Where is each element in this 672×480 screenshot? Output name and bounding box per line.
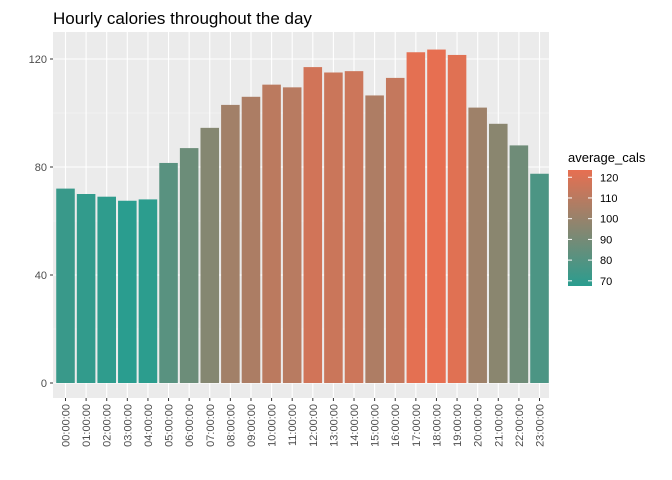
legend-label: 90	[600, 234, 612, 246]
bar	[303, 67, 323, 383]
x-tick-label: 18:00:00	[431, 404, 443, 447]
y-axis: 0 40 80 120	[29, 54, 53, 390]
bar	[468, 107, 487, 383]
bar	[282, 87, 302, 383]
bar	[406, 52, 426, 383]
x-tick-label: 11:00:00	[287, 404, 299, 446]
chart-title: Hourly calories throughout the day	[53, 9, 312, 28]
bar	[221, 104, 240, 384]
x-tick-label: 04:00:00	[143, 404, 155, 447]
legend-label: 120	[600, 172, 618, 184]
x-tick-label: 08:00:00	[225, 404, 237, 447]
bar	[118, 200, 137, 383]
bars	[56, 49, 549, 384]
x-tick-label: 13:00:00	[328, 404, 340, 447]
y-tick-label: 120	[29, 54, 47, 66]
legend: average_cals 120 110 100 90 80 70	[568, 150, 646, 288]
x-tick-label: 05:00:00	[164, 404, 176, 447]
bar	[427, 49, 446, 384]
x-tick-label: 02:00:00	[102, 404, 114, 447]
y-tick-label: 40	[35, 270, 47, 282]
legend-colorbar	[568, 170, 592, 286]
y-tick-label: 80	[35, 162, 47, 174]
legend-ticks: 120 110 100 90 80 70	[568, 172, 618, 288]
x-tick-label: 21:00:00	[493, 404, 505, 447]
legend-label: 70	[600, 276, 612, 288]
bar	[159, 162, 178, 383]
x-tick-label: 20:00:00	[473, 404, 485, 447]
bar	[344, 71, 364, 384]
legend-label: 100	[600, 214, 618, 226]
bar	[138, 199, 158, 383]
legend-label: 80	[600, 255, 612, 267]
x-tick-label: 22:00:00	[514, 404, 526, 447]
x-tick-label: 16:00:00	[390, 404, 402, 447]
legend-title: average_cals	[568, 150, 646, 165]
x-axis: 00:00:00 01:00:00 02:00:00 03:00:00 04:00:00…	[61, 398, 547, 447]
x-tick-label: 03:00:00	[122, 404, 134, 447]
legend-label: 110	[600, 193, 618, 205]
bar	[97, 196, 116, 383]
bar	[241, 96, 261, 384]
x-tick-label: 01:00:00	[81, 404, 93, 447]
x-tick-label: 17:00:00	[411, 404, 423, 447]
bar	[200, 127, 220, 383]
x-tick-label: 00:00:00	[61, 404, 73, 447]
x-tick-label: 19:00:00	[452, 404, 464, 447]
x-tick-label: 09:00:00	[246, 404, 258, 447]
bar	[56, 188, 75, 383]
x-tick-label: 06:00:00	[184, 404, 196, 447]
x-tick-label: 12:00:00	[308, 404, 320, 447]
bar	[447, 54, 467, 383]
x-tick-label: 14:00:00	[349, 404, 361, 447]
x-tick-label: 07:00:00	[205, 404, 217, 447]
bar	[509, 145, 529, 383]
bar	[385, 77, 405, 384]
x-tick-label: 15:00:00	[370, 404, 382, 447]
x-tick-label: 23:00:00	[535, 404, 547, 447]
bar	[262, 84, 281, 384]
y-tick-label: 0	[41, 378, 47, 390]
bar	[489, 123, 508, 384]
bar	[76, 194, 96, 383]
x-tick-label: 10:00:00	[267, 404, 279, 447]
bar	[365, 95, 384, 383]
bar	[324, 72, 343, 383]
bar	[530, 173, 549, 383]
bar	[179, 148, 199, 383]
